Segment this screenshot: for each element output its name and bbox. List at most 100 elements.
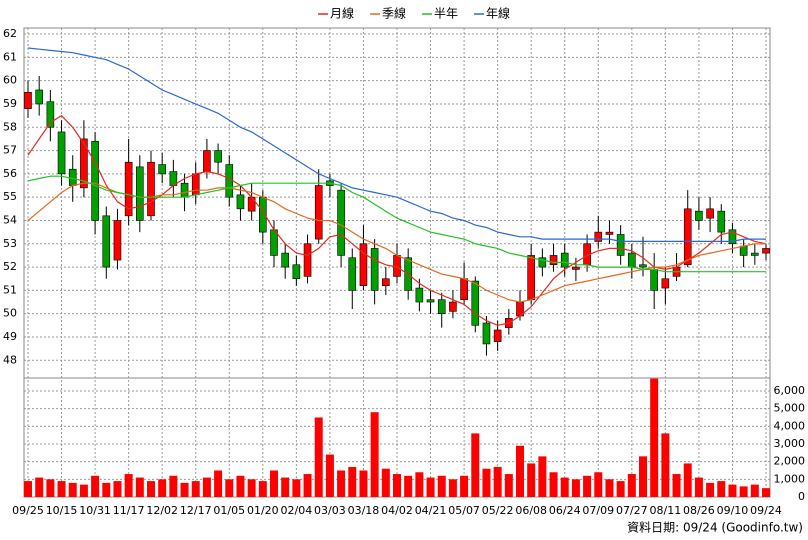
y-tick-label: 48 [3,353,17,366]
volume-bar [370,412,379,497]
candle-body [650,269,658,291]
volume-bar [549,472,558,497]
candle-body [314,185,323,240]
y-tick-label: 49 [3,330,17,343]
ma-line [27,47,766,242]
y2-tick-label: 3,000 [774,437,806,450]
candle-body [639,264,647,268]
volume-bar [46,479,55,497]
volume-bar [750,484,759,497]
y-tick-label: 53 [3,237,17,250]
volume-bar [337,470,346,497]
candle-body [303,243,312,277]
volume-bar [258,481,267,497]
volume-bar [225,479,234,497]
x-tick-label: 03/03 [314,504,346,517]
legend-label: 月線 [330,6,354,21]
volume-bar [471,433,480,497]
candle-body [80,138,88,189]
volume-bar [247,479,256,497]
volume-bar [717,481,726,497]
candle-body [337,189,345,256]
volume-bar [348,466,357,497]
y-tick-label: 55 [3,190,17,203]
volume-bar [527,463,536,497]
y-tick-label: 62 [3,27,17,40]
volume-bar [661,433,670,497]
candle-body [191,173,200,196]
candle-body [538,257,547,268]
volume-bar [538,456,547,497]
volume-bar [493,466,502,497]
candle-body [549,255,558,266]
volume-bar [706,482,715,497]
candle-body [482,322,491,345]
volume-bar [270,470,278,497]
x-tick-label: 11/17 [113,504,145,517]
volume-bar [516,445,524,497]
volume-bar [639,456,647,497]
volume-bar [35,477,44,497]
candle-body [359,243,368,287]
candle-body [437,299,446,314]
candle-body [728,229,737,245]
volume-bar [426,477,435,497]
candle-body [91,140,99,221]
volume-bar [169,475,178,497]
x-tick-label: 09/24 [750,504,782,517]
y2-tick-label: 4,000 [774,419,806,432]
x-tick-label: 10/31 [79,504,111,517]
candle-body [124,161,133,217]
volume-bar [102,482,111,497]
x-tick-label: 03/18 [348,504,380,517]
ma-line [27,175,766,273]
volume-bar [482,468,491,497]
volume-bar [191,481,200,497]
candle-body [236,194,245,210]
y2-tick-label: 1,000 [774,472,806,485]
x-tick-label: 01/05 [213,504,245,517]
y-tick-label: 58 [3,120,17,133]
candle-body [560,252,569,268]
volume-bar [393,474,401,497]
ma-line [27,114,767,326]
candle-body [203,150,211,172]
volume-bar [381,468,390,497]
volume-bar [325,454,334,497]
volume-bar [214,470,223,497]
candle-body [527,255,535,301]
volume-bar [616,481,625,497]
y-tick-label: 61 [3,50,17,63]
candle-body [449,301,457,312]
candle-body [717,210,726,233]
candle-body [147,161,155,217]
y-tick-label: 60 [3,74,17,87]
candle-body [572,266,580,270]
volume-bar [24,481,32,497]
volume-bar [650,378,659,497]
volume-bar [594,472,603,497]
y-tick-label: 57 [3,144,17,157]
x-tick-label: 04/02 [381,504,413,517]
candle-body [460,278,468,301]
volume-bar [202,477,211,497]
volume-bar [303,474,312,497]
volume-bar [91,475,100,497]
candle-body [247,196,256,212]
candle-body [493,329,502,342]
candle-body [628,252,636,268]
volume-bar [113,481,122,497]
x-tick-label: 08/11 [650,504,682,517]
volume-bar [415,472,424,497]
volume-bar [460,475,469,497]
candle-body [180,182,189,198]
candle-body [695,210,703,221]
x-tick-label: 02/04 [281,504,313,517]
candle-body [594,231,603,242]
candle-body [616,234,625,256]
x-tick-label: 08/26 [683,504,715,517]
y2-tick-label: 6,000 [774,384,806,397]
candle-body [426,299,435,303]
volume-bar [236,475,245,497]
candle-body [214,150,222,163]
